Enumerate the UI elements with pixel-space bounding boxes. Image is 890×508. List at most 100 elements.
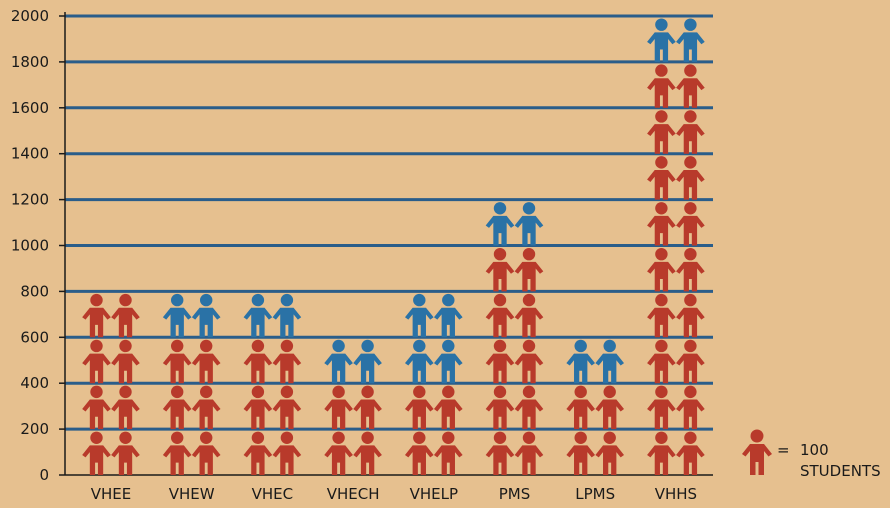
category-label: VHECH	[327, 485, 380, 503]
person-icon	[404, 431, 434, 475]
person-icons	[82, 18, 705, 475]
person-icon	[272, 385, 302, 430]
person-icon	[647, 431, 676, 475]
person-icon	[676, 339, 705, 384]
person-icon	[676, 431, 705, 475]
person-icon	[647, 156, 676, 200]
person-icon	[353, 431, 382, 475]
person-icon	[514, 202, 544, 246]
person-icon	[647, 247, 676, 292]
person-icon	[647, 339, 676, 384]
y-tick-label: 1800	[11, 53, 49, 71]
person-icon	[514, 385, 544, 430]
legend-equals: =	[777, 441, 790, 459]
person-icon	[595, 339, 625, 384]
person-icon	[191, 339, 221, 384]
category-label: VHEE	[91, 485, 132, 503]
y-tick-label: 1600	[11, 99, 49, 117]
person-icon	[485, 202, 515, 246]
person-icon	[162, 385, 192, 430]
person-icon	[272, 431, 302, 475]
person-icon	[433, 385, 463, 430]
legend-person-icon	[742, 429, 772, 475]
person-icon	[647, 385, 676, 430]
category-label: VHELP	[410, 485, 458, 503]
y-tick-label: 200	[20, 420, 49, 438]
person-icon	[595, 385, 625, 430]
person-icon	[404, 293, 434, 338]
person-icon	[647, 64, 676, 108]
person-icon	[111, 431, 140, 475]
person-icon	[647, 202, 676, 246]
person-icon	[595, 431, 625, 475]
person-icon	[647, 293, 676, 338]
person-icon	[243, 293, 273, 338]
person-icon	[162, 431, 192, 475]
person-icon	[514, 247, 544, 292]
person-icon	[191, 431, 221, 475]
person-icon	[353, 385, 382, 430]
person-icon	[353, 339, 382, 384]
person-icon	[191, 385, 221, 430]
person-icon	[676, 156, 705, 200]
person-icon	[162, 339, 192, 384]
person-icon	[514, 293, 544, 338]
legend-label: STUDENTS	[800, 462, 881, 480]
legend-person-icon	[742, 429, 772, 475]
person-icon	[485, 339, 515, 384]
y-tick-label: 400	[20, 374, 49, 392]
person-icon	[485, 293, 515, 338]
person-icon	[514, 431, 544, 475]
person-icon	[676, 18, 705, 62]
person-icon	[82, 385, 111, 430]
person-icon	[243, 339, 273, 384]
person-icon	[676, 385, 705, 430]
category-label: VHHS	[655, 485, 697, 503]
person-icon	[647, 110, 676, 154]
y-tick-label: 2000	[11, 7, 49, 25]
person-icon	[566, 431, 596, 475]
y-tick-label: 1000	[11, 237, 49, 255]
category-label: PMS	[499, 485, 531, 503]
person-icon	[676, 110, 705, 154]
person-icon	[243, 431, 273, 475]
person-icon	[191, 293, 221, 338]
legend-value: 100	[800, 441, 829, 459]
person-icon	[514, 339, 544, 384]
person-icon	[485, 247, 515, 292]
person-icon	[82, 293, 111, 338]
person-icon	[647, 18, 676, 62]
person-icon	[404, 339, 434, 384]
y-tick-label: 600	[20, 328, 49, 346]
category-labels: VHEE VHEW VHEC VHECH VHELP PMS LPMS VHHS	[91, 485, 697, 503]
person-icon	[82, 431, 111, 475]
person-icon	[566, 339, 596, 384]
person-icon	[243, 385, 273, 430]
legend: = 100 STUDENTS	[742, 429, 881, 480]
person-icon	[324, 431, 353, 475]
category-label: LPMS	[575, 485, 615, 503]
person-icon	[676, 293, 705, 338]
person-icon	[111, 385, 140, 430]
person-icon	[566, 385, 596, 430]
y-tick-label: 1200	[11, 191, 49, 209]
person-icon	[82, 339, 111, 384]
person-icon	[324, 339, 353, 384]
person-icon	[433, 293, 463, 338]
person-icon	[162, 293, 192, 338]
y-tick-label: 0	[39, 466, 49, 484]
person-icon	[433, 339, 463, 384]
person-icon	[111, 339, 140, 384]
person-icon	[272, 339, 302, 384]
y-tick-label: 1400	[11, 145, 49, 163]
category-label: VHEW	[169, 485, 215, 503]
y-axis-ticks: 0 200 400 600 800 1000 1200 1400 1600 1800 2000	[11, 7, 65, 484]
person-icon	[433, 431, 463, 475]
person-icon	[676, 202, 705, 246]
person-icon	[485, 431, 515, 475]
person-icon	[485, 385, 515, 430]
person-icon	[676, 64, 705, 108]
person-icon	[111, 293, 140, 338]
y-tick-label: 800	[20, 282, 49, 300]
